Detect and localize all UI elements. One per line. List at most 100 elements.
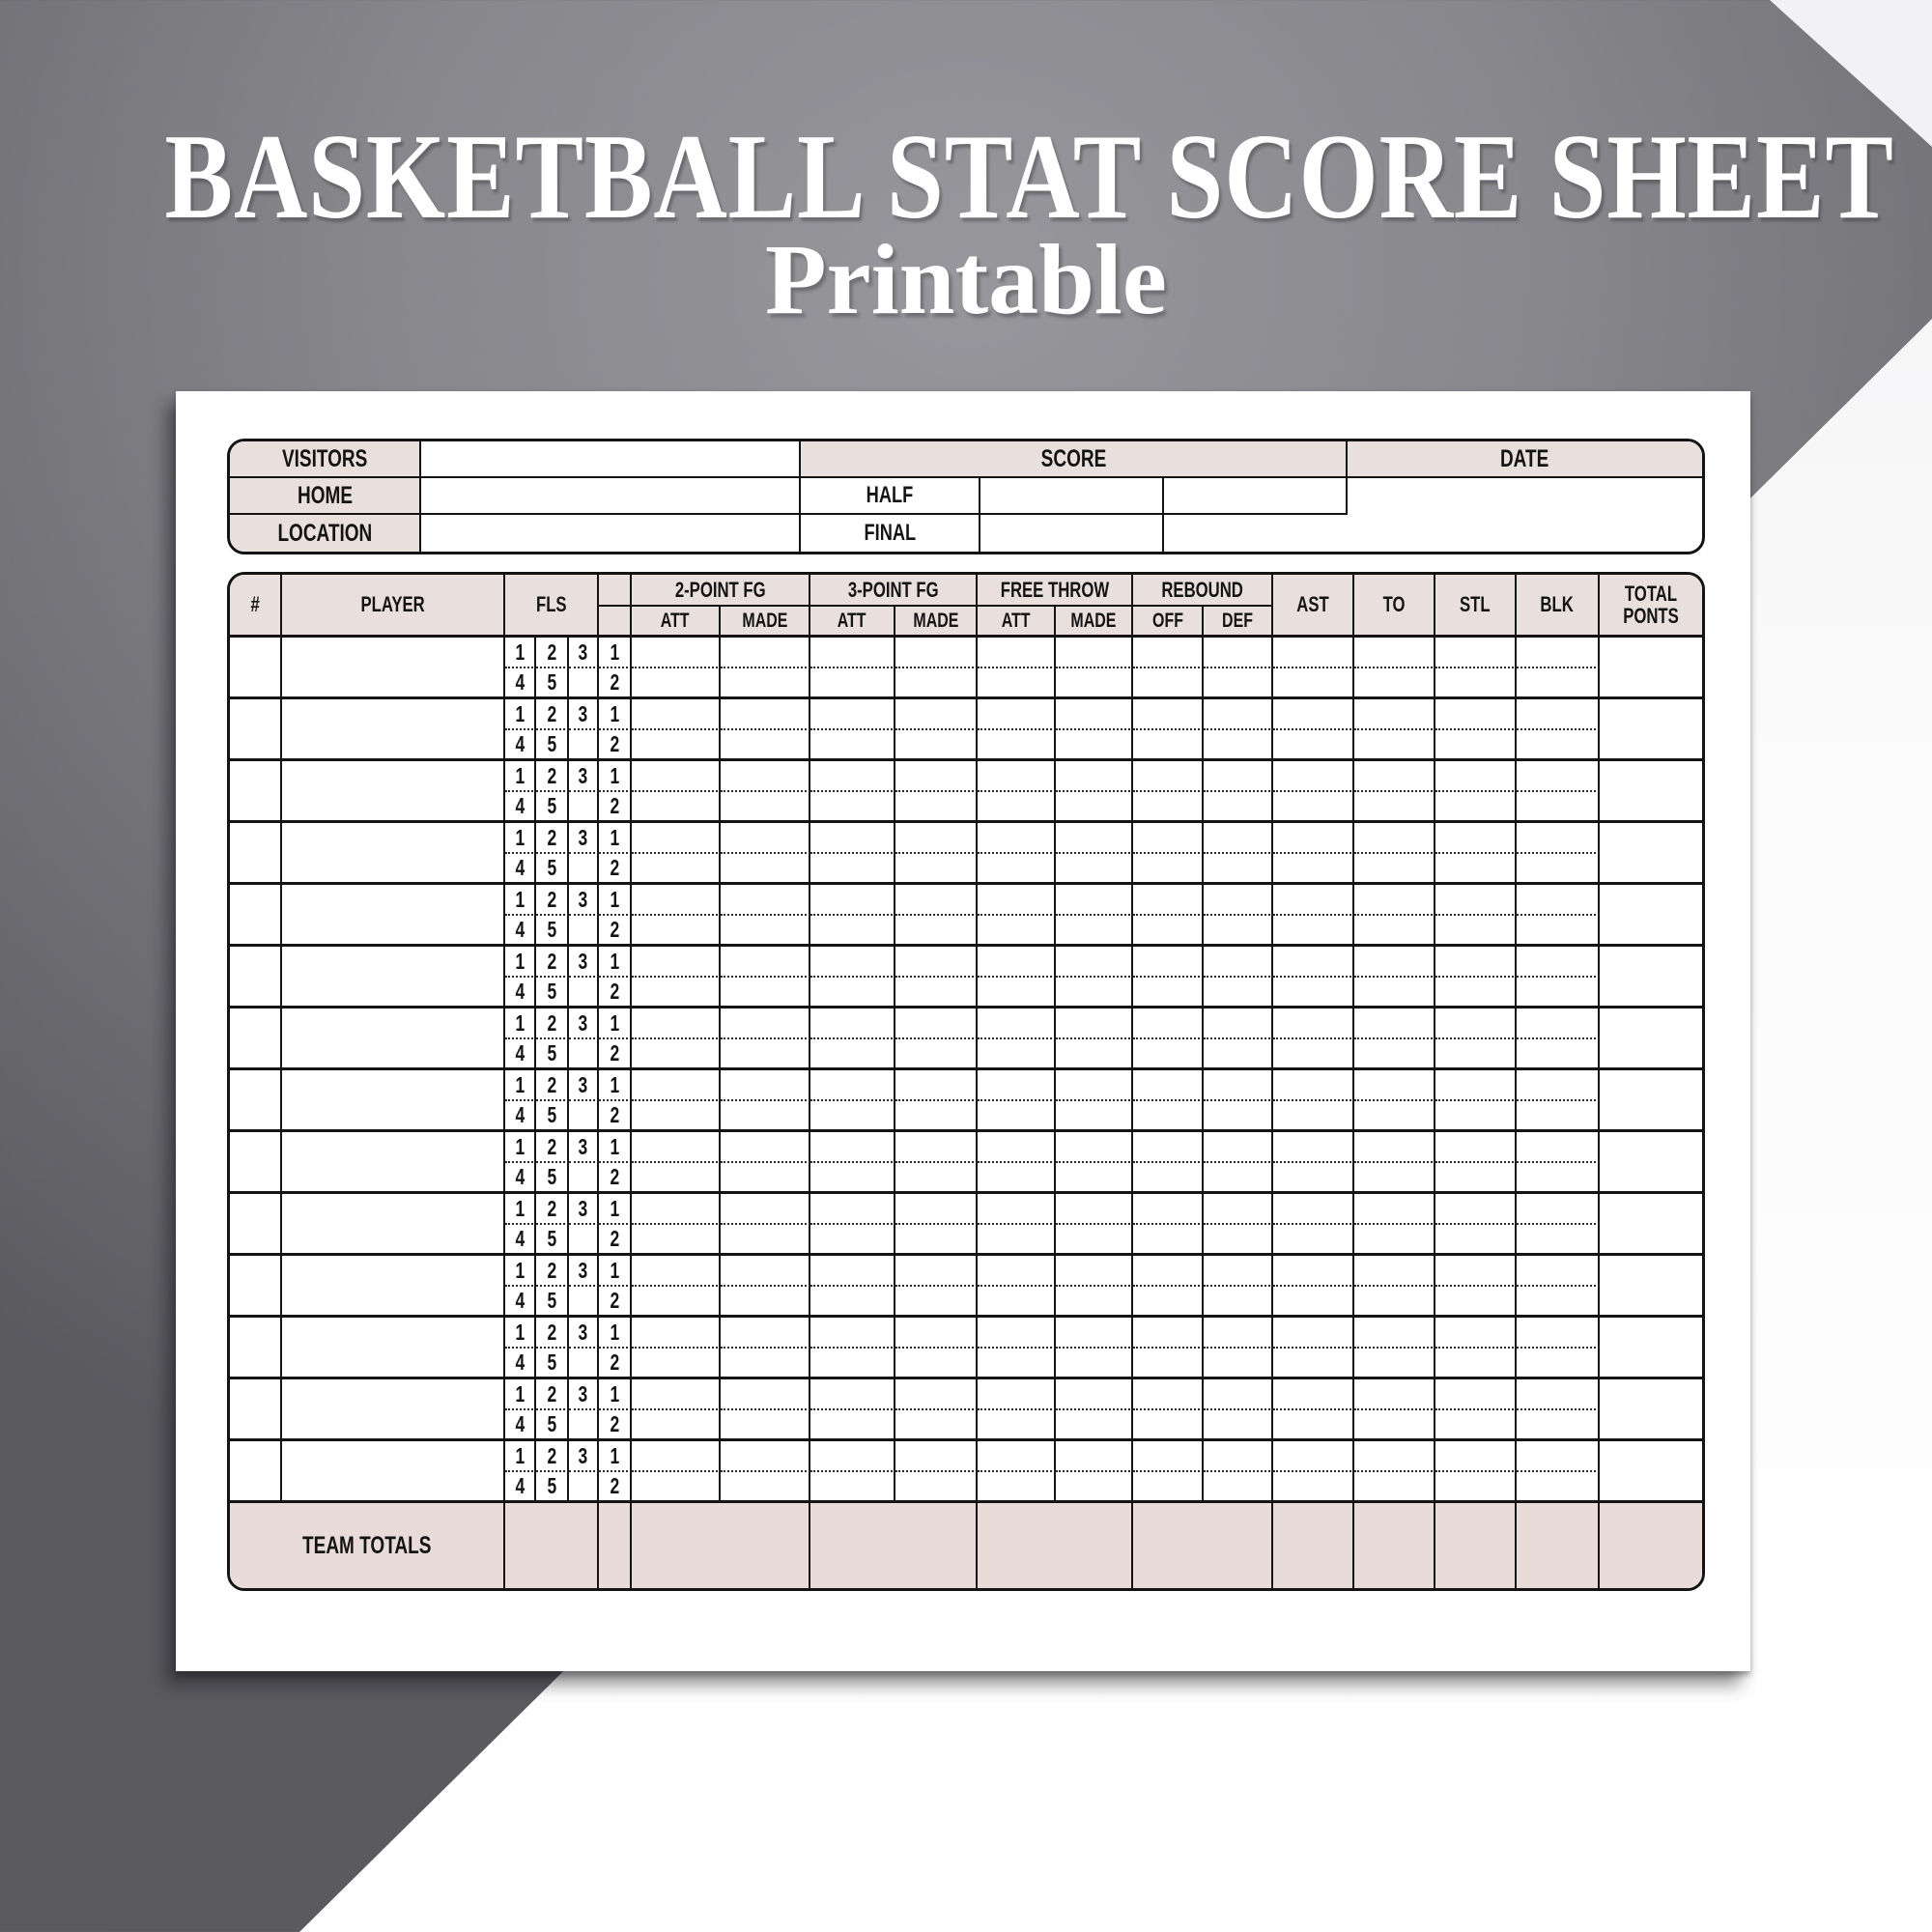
stat-cell-stl [1435,1349,1518,1379]
player-number-cell [230,638,282,699]
stat-cell-blk [1517,1318,1601,1349]
stat-cell-ft-att [978,1039,1057,1070]
col-header-ast: AST [1273,575,1355,638]
stat-cell-2pt-att [632,823,722,854]
stat-cell-blk [1517,792,1601,823]
stat-cell-reb-def [1204,1225,1274,1256]
foul-box-empty [569,1039,600,1070]
player-row-top: 1 2 3 1 [230,1070,1703,1132]
stat-cell-ast [1273,1070,1355,1101]
stat-cell-stl [1435,1009,1518,1039]
foul-box-4: 4 [505,978,536,1009]
team-totals-to [1354,1503,1436,1588]
stat-cell-2pt-att [632,792,722,823]
stat-cell-reb-off [1133,761,1205,792]
stat-cell-ft-made [1056,1070,1134,1101]
stat-cell-2pt-att [632,1256,722,1287]
stat-cell-3pt-att [810,1194,896,1225]
stat-cell-ast [1273,947,1355,978]
stat-cell-stl [1435,885,1518,916]
stat-cell-blk [1517,1039,1601,1070]
stat-cell-reb-def [1204,1349,1274,1379]
stat-cell-2pt-att [632,1039,722,1070]
player-row-top: 1 2 3 1 [230,1441,1703,1503]
period-1-cell: 1 [599,1441,633,1472]
stat-cell-3pt-made [895,730,979,761]
stat-cell-blk [1517,730,1601,761]
foul-box-5: 5 [536,1287,569,1318]
col-header-stl: STL [1435,575,1518,638]
stat-cell-2pt-att [632,916,722,947]
stat-cell-ast [1273,1163,1355,1194]
stat-cell-ft-made [1056,1163,1134,1194]
stat-cell-blk [1517,1194,1601,1225]
col-subheader-period [599,607,633,638]
stat-cell-ast [1273,668,1355,699]
foul-box-1: 1 [505,1070,536,1101]
player-row-bottom: 4 5 2 [230,1349,1702,1379]
stat-cell-reb-off [1133,1101,1205,1132]
stat-cell-ft-made [1056,1009,1134,1039]
stat-cell-ft-att [978,947,1057,978]
foul-box-1: 1 [505,1441,536,1472]
stat-cell-to [1354,1101,1436,1132]
stat-cell-reb-def [1204,668,1274,699]
visitors-input [421,441,801,478]
stat-cell-3pt-made [895,638,979,668]
player-number-cell [230,1318,282,1379]
stat-cell-to [1354,668,1436,699]
stat-cell-ft-att [978,1349,1057,1379]
stat-cell-2pt-made [721,978,811,1009]
foul-box-2: 2 [536,638,569,668]
period-1-cell: 1 [599,823,633,854]
foul-box-2: 2 [536,1132,569,1163]
foul-box-1: 1 [505,1194,536,1225]
stat-cell-reb-off [1133,699,1205,730]
foul-box-2: 2 [536,1318,569,1349]
period-1-cell: 1 [599,699,633,730]
stat-cell-blk [1517,916,1601,947]
foul-box-empty [569,1472,600,1503]
total-points-cell [1600,1379,1703,1441]
foul-box-3: 3 [569,761,600,792]
stat-cell-ft-made [1056,1379,1134,1410]
stat-cell-stl [1435,1039,1518,1070]
stat-cell-2pt-made [721,699,811,730]
stat-cell-to [1354,1410,1436,1441]
stat-cell-stl [1435,916,1518,947]
stat-cell-ft-att [978,730,1057,761]
stat-cell-2pt-made [721,1441,811,1472]
stat-cell-reb-def [1204,1039,1274,1070]
stat-cell-to [1354,1039,1436,1070]
stat-cell-2pt-att [632,885,722,916]
stat-cell-reb-off [1133,1009,1205,1039]
foul-box-empty [569,1287,600,1318]
foul-box-3: 3 [569,1070,600,1101]
team-totals-reb [1133,1503,1274,1588]
stat-cell-3pt-att [810,761,896,792]
stat-cell-ft-made [1056,1132,1134,1163]
home-label: HOME [230,478,421,515]
foul-box-5: 5 [536,1039,569,1070]
stat-cell-blk [1517,885,1601,916]
stat-cell-reb-off [1133,1472,1205,1503]
stat-cell-3pt-att [810,1009,896,1039]
player-name-cell [282,1009,505,1070]
stat-cell-reb-off [1133,916,1205,947]
stat-cell-ft-made [1056,730,1134,761]
stat-cell-3pt-made [895,1163,979,1194]
stat-cell-ast [1273,730,1355,761]
stat-cell-3pt-att [810,730,896,761]
stat-cell-blk [1517,1009,1601,1039]
stat-cell-reb-off [1133,730,1205,761]
stat-cell-blk [1517,1349,1601,1379]
hero-header: BASKETBALL STAT SCORE SHEET Printable [0,113,1932,330]
col-subheader-3pt-att: ATT [810,607,896,638]
stat-cell-blk [1517,1256,1601,1287]
stat-cell-reb-def [1204,1441,1274,1472]
foul-box-1: 1 [505,1379,536,1410]
stat-cell-3pt-made [895,761,979,792]
player-name-cell [282,1132,505,1194]
player-number-cell [230,1132,282,1194]
period-2-cell: 2 [599,854,633,885]
